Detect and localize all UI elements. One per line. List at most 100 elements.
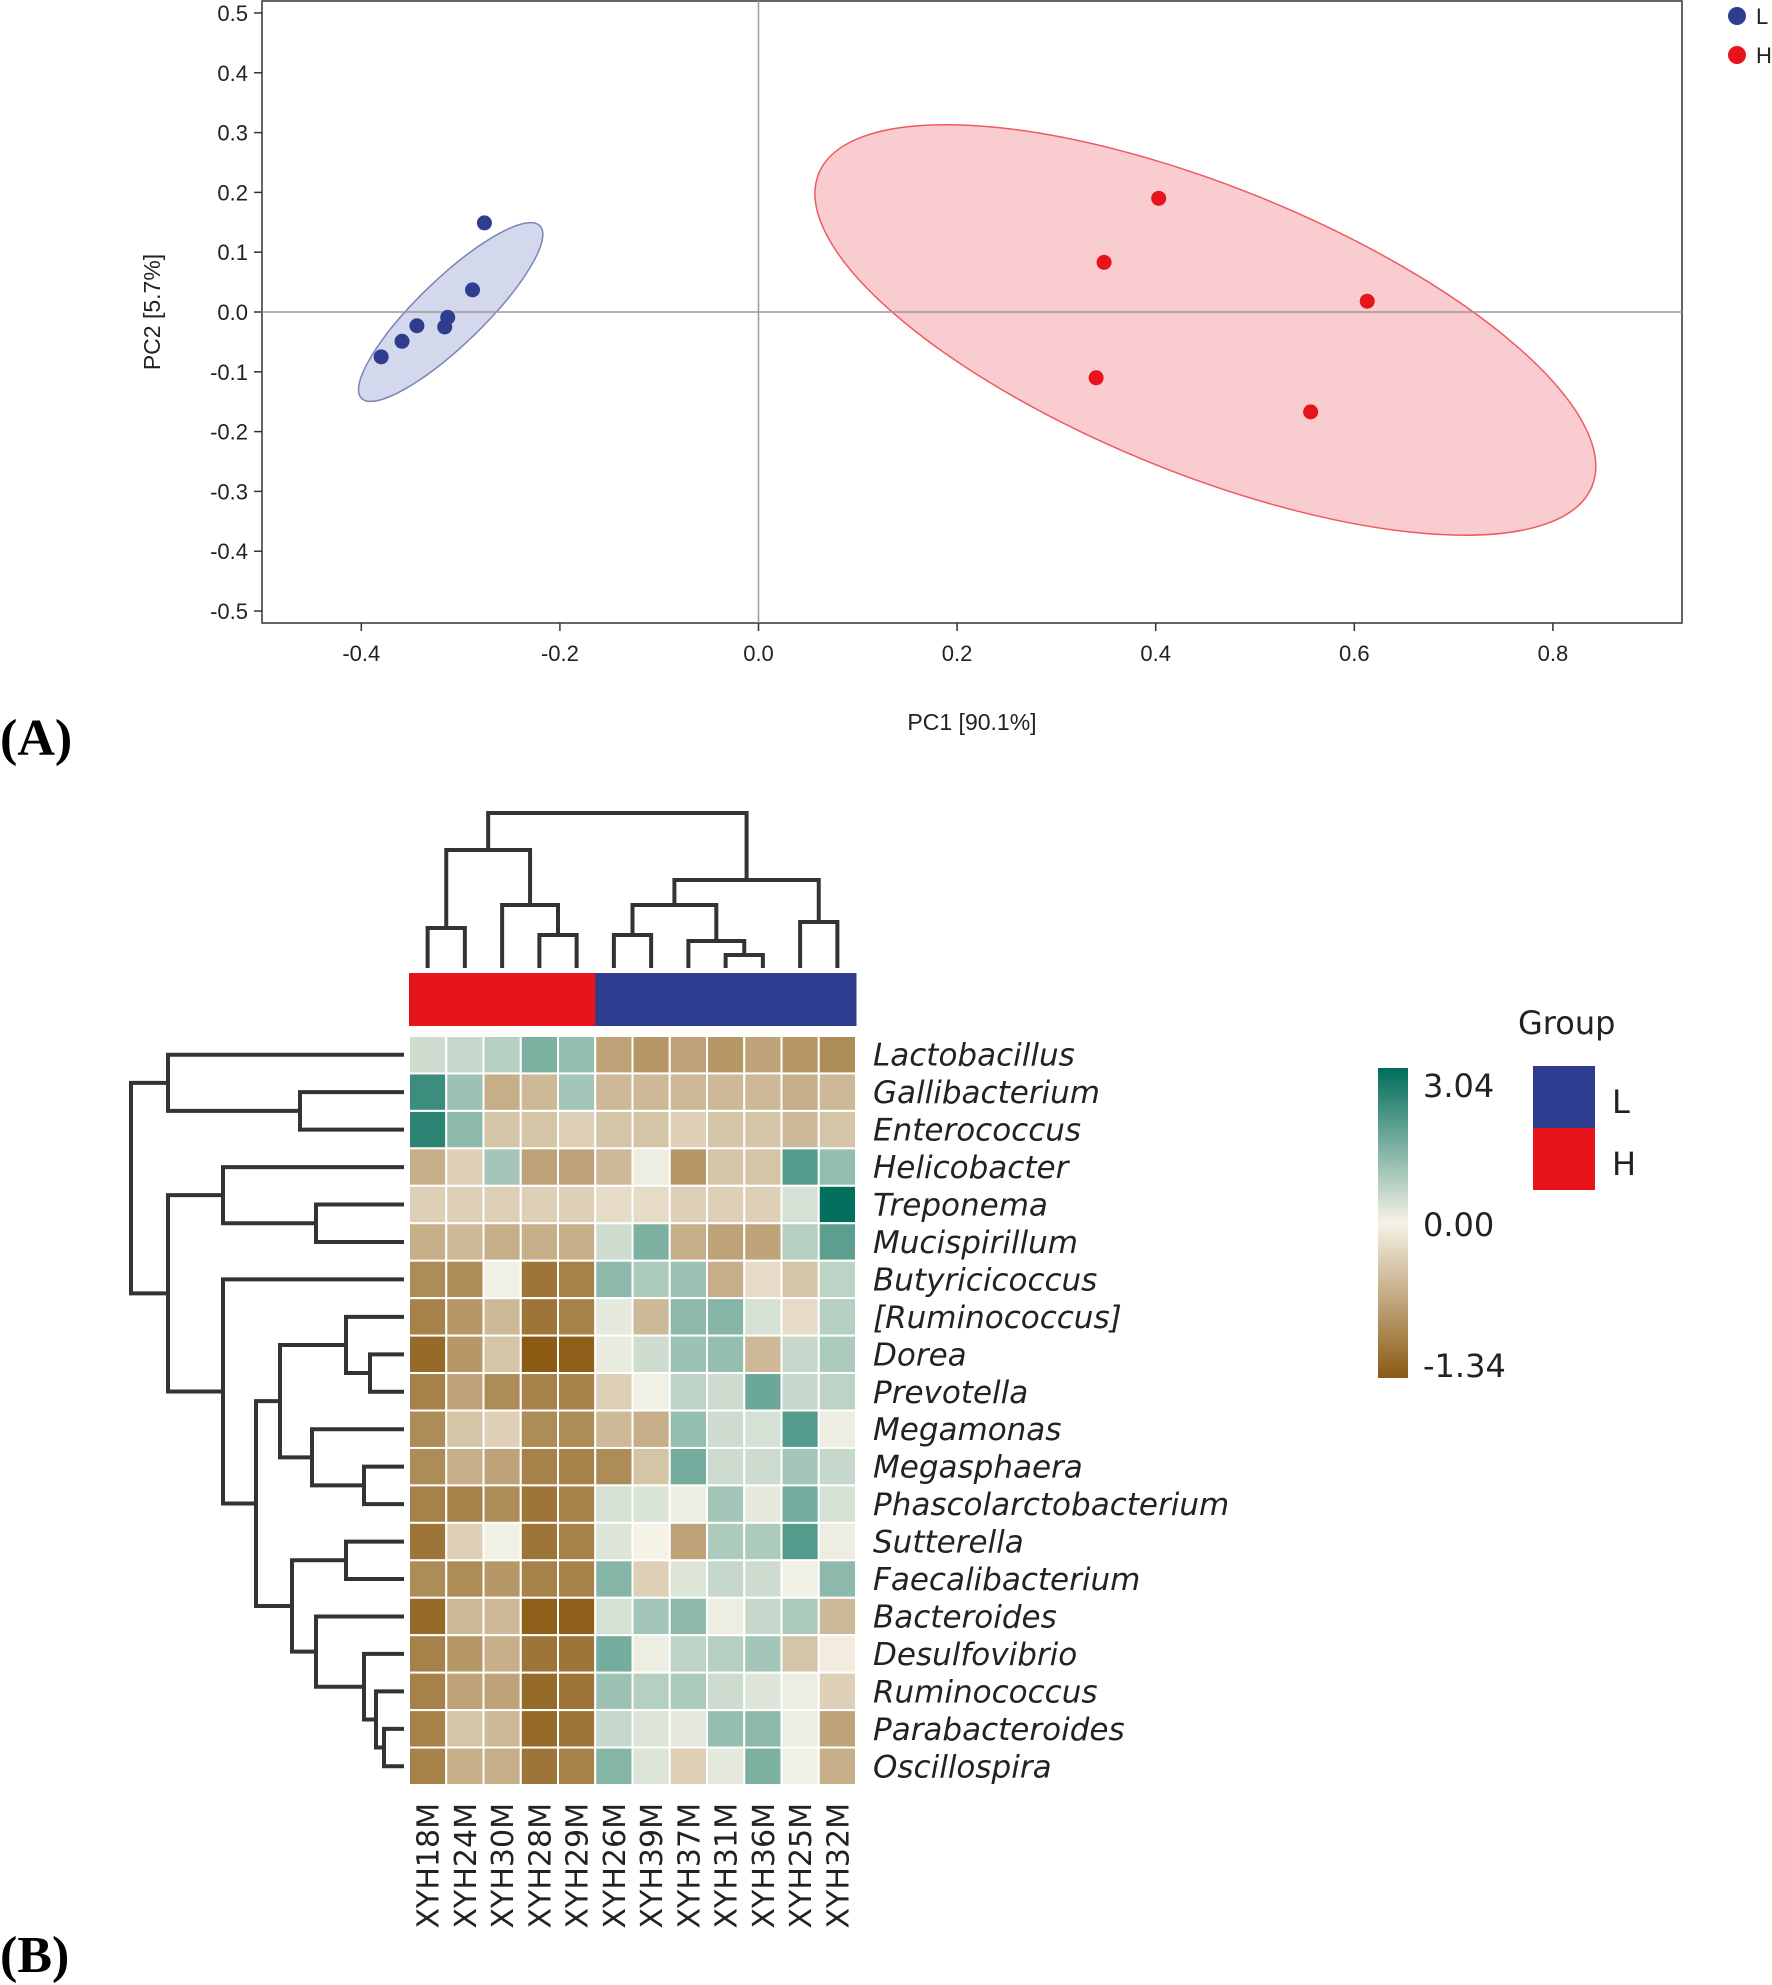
heatmap-cell <box>594 1484 634 1524</box>
heatmap-cell <box>631 1147 671 1187</box>
group-bar-segment-h <box>558 973 596 1026</box>
heatmap-cell <box>817 1521 857 1562</box>
column-label: XYH39M <box>635 1803 670 1929</box>
heatmap-cell <box>445 1147 485 1187</box>
legend-marker-h <box>1728 46 1746 64</box>
point-h <box>1359 293 1375 309</box>
y-tick-label: -0.4 <box>210 539 248 564</box>
heatmap-cell <box>631 1634 671 1674</box>
heatmap-cell <box>743 1559 783 1599</box>
heatmap-cell <box>519 1109 559 1150</box>
heatmap-cell <box>631 1259 671 1300</box>
heatmap-cell <box>817 1372 857 1412</box>
heatmap-cell <box>519 1222 559 1262</box>
heatmap-cell <box>631 1671 671 1712</box>
x-axis-ticks: -0.4 -0.2 0.0 0.2 0.4 0.6 0.8 <box>342 623 1568 666</box>
row-label: Megasphaera <box>873 1450 1083 1486</box>
heatmap-cell <box>594 1334 634 1375</box>
heatmap-cell <box>445 1746 485 1787</box>
heatmap-cell <box>817 1072 857 1112</box>
row-dendrogram <box>129 1052 404 1769</box>
row-dendrogram-branch <box>290 1558 346 1654</box>
heatmap-cell <box>780 1709 820 1749</box>
heatmap-cell <box>408 1521 448 1562</box>
row-label: [Ruminococcus] <box>873 1300 1122 1336</box>
heatmap-cell <box>631 1746 671 1787</box>
heatmap-cell <box>817 1109 857 1150</box>
group-bar-segment-l <box>818 973 857 1026</box>
row-dendrogram-branch <box>310 1427 404 1488</box>
heatmap-cell <box>445 1409 485 1449</box>
row-dendrogram-branch <box>314 1614 404 1689</box>
row-label: Enterococcus <box>873 1113 1081 1149</box>
row-label: Prevotella <box>873 1375 1028 1411</box>
heatmap-cell <box>817 1409 857 1449</box>
heatmap-cell <box>519 1184 559 1225</box>
heatmap-cell <box>445 1446 485 1487</box>
heatmap-cell <box>706 1297 746 1337</box>
heatmap-cell <box>631 1334 671 1375</box>
heatmap-cell <box>594 1709 634 1749</box>
heatmap-cell <box>557 1334 597 1375</box>
heatmap-cell <box>668 1634 708 1674</box>
y-axis-label: PC2 [5.7%] <box>139 254 165 370</box>
heatmap-cell <box>743 1334 783 1375</box>
heatmap-cell <box>594 1446 634 1487</box>
heatmap-cell <box>743 1297 783 1337</box>
column-dendrogram <box>425 811 840 968</box>
heatmap-cell <box>743 1484 783 1524</box>
x-tick-label: 0.8 <box>1538 641 1569 666</box>
heatmap-cell <box>519 1559 559 1599</box>
heatmap-cell <box>631 1484 671 1524</box>
heatmap-cell <box>482 1409 522 1449</box>
point-l <box>437 319 453 335</box>
heatmap-cell <box>445 1109 485 1150</box>
heatmap-cell <box>743 1372 783 1412</box>
heatmap-cell <box>557 1147 597 1187</box>
heatmap-cell <box>743 1634 783 1674</box>
heatmap-cell <box>706 1147 746 1187</box>
point-h <box>1088 370 1104 386</box>
heatmap-cell <box>706 1709 746 1749</box>
heatmap-cell <box>780 1671 820 1712</box>
panel-label-b: (B) <box>0 1927 69 1984</box>
heatmap-cell <box>557 1184 597 1225</box>
heatmap-cell <box>408 1372 448 1412</box>
heatmap-cell <box>557 1259 597 1300</box>
group-bar-segment-l <box>632 973 671 1026</box>
heatmap-cell <box>445 1072 485 1112</box>
heatmap-cell <box>519 1671 559 1712</box>
heatmap-cell <box>519 1072 559 1112</box>
pca-legend: L H <box>1728 4 1772 68</box>
row-label: Sutterella <box>873 1525 1024 1561</box>
pca-scatter-plot: -0.4 -0.2 0.0 0.2 0.4 0.6 0.8 0.50.40.30.20.10… <box>0 0 1772 767</box>
point-h <box>1151 190 1167 206</box>
heatmap-cell <box>668 1596 708 1637</box>
heatmap-cell <box>445 1559 485 1599</box>
column-label: XYH28M <box>523 1803 558 1929</box>
row-dendrogram-branch <box>362 1464 404 1507</box>
column-dendrogram-branch <box>672 878 821 922</box>
y-tick-label: 0.1 <box>217 240 248 265</box>
column-label: XYH29M <box>561 1803 596 1929</box>
column-dendrogram-branch <box>537 933 579 968</box>
row-label: Mucispirillum <box>873 1225 1078 1261</box>
heatmap-cell <box>408 1559 448 1599</box>
row-dendrogram-branch <box>374 1689 404 1750</box>
y-tick-label: -0.2 <box>210 420 248 445</box>
column-dendrogram-branch <box>425 926 467 968</box>
point-l <box>465 282 481 298</box>
column-dendrogram-branch <box>611 933 654 968</box>
heatmap-cell <box>780 1596 820 1637</box>
heatmap-cell <box>482 1147 522 1187</box>
group-legend-label-h: H <box>1612 1145 1636 1183</box>
heatmap-cell <box>519 1372 559 1412</box>
row-label: Faecalibacterium <box>873 1562 1140 1598</box>
heatmap-cell <box>482 1222 522 1262</box>
y-tick-label: -0.3 <box>210 479 248 504</box>
heatmap-cell <box>706 1035 746 1075</box>
heatmap-cell <box>445 1671 485 1712</box>
heatmap-cell <box>706 1334 746 1375</box>
heatmap-cell <box>519 1746 559 1787</box>
heatmap-cell <box>743 1409 783 1449</box>
